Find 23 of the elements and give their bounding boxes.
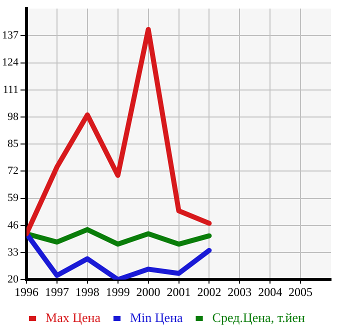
y-tick-label: 72 [8,165,18,178]
x-tick-label: 1998 [75,284,100,299]
y-tick-label: 124 [2,56,19,69]
y-tick-label: 111 [2,84,18,96]
x-tick-label: 2004 [258,284,282,299]
legend-label: Сред.Цена, т.йен [212,310,306,325]
y-tick-label: 33 [8,246,19,258]
y-tick-label: 46 [8,219,19,232]
y-tick-label: 59 [8,192,19,204]
x-tick-label: 1996 [14,284,38,299]
x-tick-label: 2003 [228,284,252,299]
y-tick-label: 137 [2,30,19,42]
x-tick-label: 2000 [136,284,160,299]
x-tick-label: 1999 [106,284,130,299]
x-tick-label: 2002 [197,284,222,299]
legend-label: Max Цена [46,310,101,325]
x-tick-label: 2001 [166,284,191,299]
x-tick-label: 2005 [288,284,313,299]
y-tick-label: 98 [8,110,19,123]
y-tick-label: 85 [8,138,19,150]
legend-label: Min Цена [130,310,184,325]
x-tick-label: 1997 [44,284,69,299]
y-tick-label: 20 [8,273,19,286]
